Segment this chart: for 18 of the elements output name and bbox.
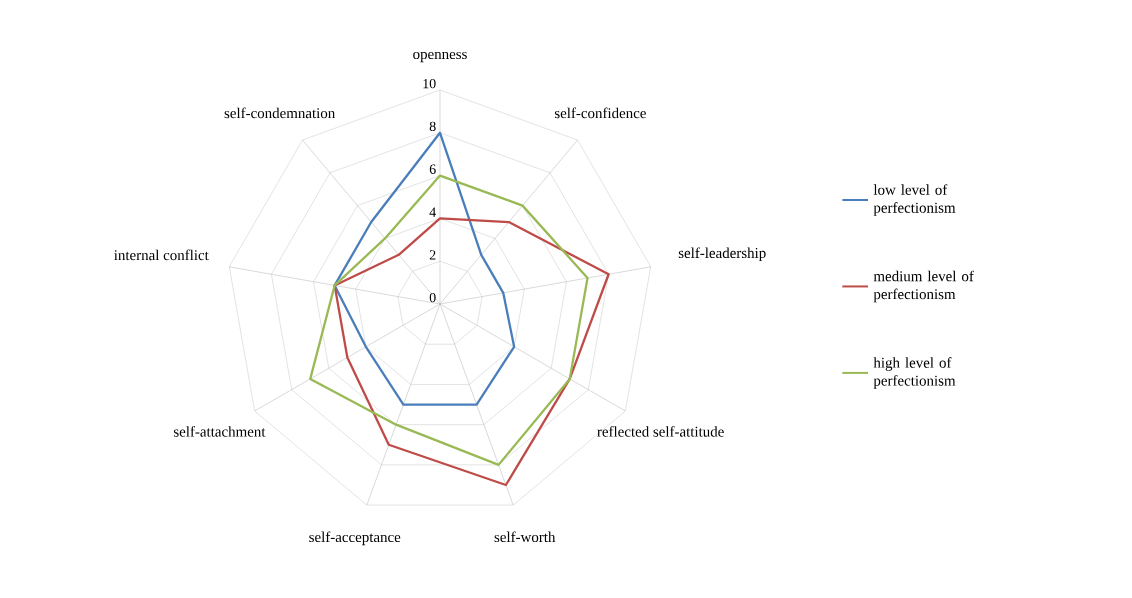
spoke-label: self-worth: [494, 531, 556, 543]
spoke-label: self-confidence: [554, 107, 646, 119]
legend-label: medium level of perfectionism: [873, 270, 974, 303]
spoke-label: self-acceptance: [309, 531, 401, 546]
y-tick-label: 0: [429, 292, 436, 303]
spoke-label: internal conflict: [114, 249, 209, 261]
legend-label: low level of perfectionism: [873, 184, 956, 216]
y-tick-label: 10: [423, 78, 436, 89]
spoke-label: reflected self-attitude: [597, 426, 724, 437]
spoke-label: self-condemnation: [224, 107, 336, 119]
y-tick-label: 6: [429, 164, 436, 174]
y-tick-label: 4: [429, 207, 436, 217]
spoke-label: self-leadership: [678, 247, 766, 262]
y-tick-label: 2: [429, 250, 436, 260]
spoke-label: openness: [413, 51, 467, 63]
legend-label: high level of perfectionism: [873, 357, 956, 389]
spoke-label: self-attachment: [173, 426, 266, 437]
y-tick-label: 8: [429, 121, 436, 132]
